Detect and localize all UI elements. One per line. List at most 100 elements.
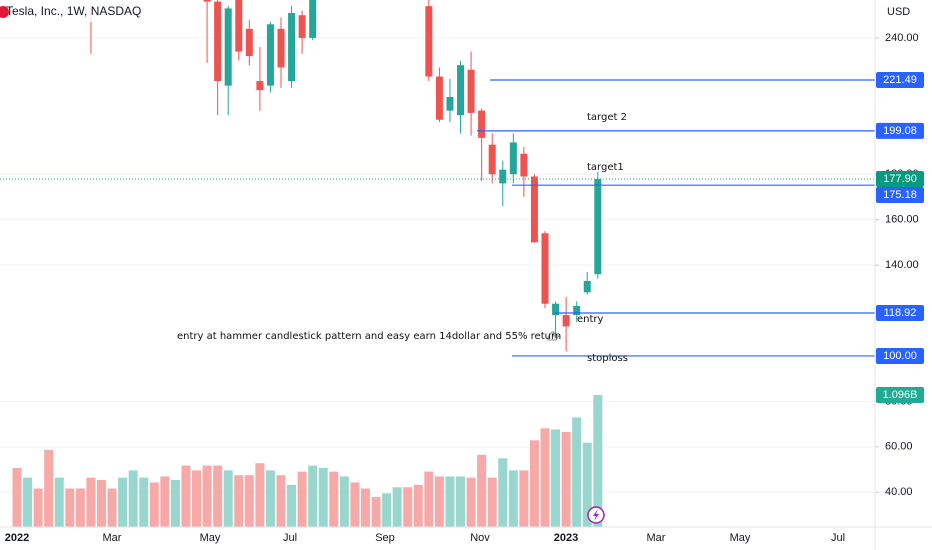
volume-bar [33,488,43,527]
volume-bar [445,476,455,527]
volume-bar [234,475,244,527]
volume-bar [508,470,518,527]
y-tick-label: 40.00 [885,486,913,498]
volume-bar [96,480,106,527]
volume-bar [75,488,85,527]
volume-bar [371,496,381,527]
y-tick-label: 140.00 [885,259,919,271]
level-label-bg [876,71,924,88]
volume-bar [529,440,539,527]
volume-bar [456,476,466,527]
candle-body [573,305,581,316]
x-tick-label: Mar [647,532,666,544]
lightning-icon [587,506,605,524]
level-label-bg [876,122,924,139]
candle-body [467,69,475,113]
candle-body [214,1,222,82]
volume-label: 1.096B [883,389,918,401]
x-tick-label: Mar [103,532,122,544]
x-tick-label: Sep [375,532,395,544]
volume-bar [413,484,423,527]
volume-bar [213,465,223,527]
volume-bar [12,468,22,527]
volume-bar [403,487,413,527]
volume-bar [339,476,349,527]
x-tick-label: May [730,532,751,544]
volume-bar [86,477,96,527]
level-label-bg [876,347,924,364]
volume-bar [382,493,392,527]
candle-body [583,280,591,293]
candle-body [552,303,560,316]
volume-bar [223,470,233,527]
annotation: target1 [587,162,624,173]
volume-bar [392,487,402,527]
volume-bar [181,465,191,527]
last-price-label-bg [876,170,924,187]
candle-body [509,142,517,175]
last-price-label: 177.90 [883,173,917,185]
volume-layer [12,395,603,527]
candle-body [288,12,296,82]
volume-bar [551,429,561,527]
volume-bar [287,484,297,527]
level-label: 100.00 [883,350,917,362]
annotation: stoploss [587,353,628,364]
volume-bar [65,488,75,527]
volume-bar [244,475,254,527]
volume-bar [318,468,328,527]
candle-body [541,233,549,304]
volume-bar [593,395,603,527]
candle-body [594,178,602,275]
volume-bar [128,470,138,527]
candle-body [203,0,211,2]
candle-body [277,28,285,68]
volume-bar [192,470,202,527]
volume-bar [350,482,360,527]
volume-bar [265,470,275,527]
volume-bar [561,431,571,527]
volume-bar [170,480,180,527]
candle-body [245,28,253,57]
volume-bar [360,488,370,527]
title-backdrop [0,0,140,22]
annotation: target 2 [587,112,627,123]
candle-body [478,110,486,138]
annotation: entry at hammer candlestick pattern and … [177,331,561,342]
volume-bar [466,477,476,527]
volume-bar [519,470,529,527]
level-label-bg [876,304,924,321]
candle-body [435,76,443,120]
x-tick-label: May [200,532,221,544]
level-label: 199.08 [883,125,917,137]
candle-body [499,169,507,184]
hand-icon [547,331,560,341]
volume-bar [149,482,159,527]
volume-bar [308,465,318,527]
chart-title: Tesla, Inc., 1W, NASDAQ [6,4,141,18]
volume-bar [572,417,582,527]
volume-bar [107,488,117,527]
volume-bar [540,428,550,527]
x-tick-label: Jul [831,532,845,544]
volume-label-bg [876,387,924,404]
level-label: 221.49 [883,74,917,86]
volume-bar [329,471,339,527]
volume-bar [477,454,487,527]
volume-bar [54,477,64,527]
volume-bar [139,477,149,527]
candle-body [425,6,433,77]
x-tick-label: Jul [283,532,297,544]
x-tick-label: 2023 [554,532,578,544]
candle-body [520,153,528,177]
candle-body [256,81,264,91]
volume-bar [276,475,286,527]
candle-body [530,176,538,243]
candle-body [298,15,306,38]
candle-body [309,0,317,38]
volume-bar [498,458,508,527]
candle-body [488,144,496,175]
